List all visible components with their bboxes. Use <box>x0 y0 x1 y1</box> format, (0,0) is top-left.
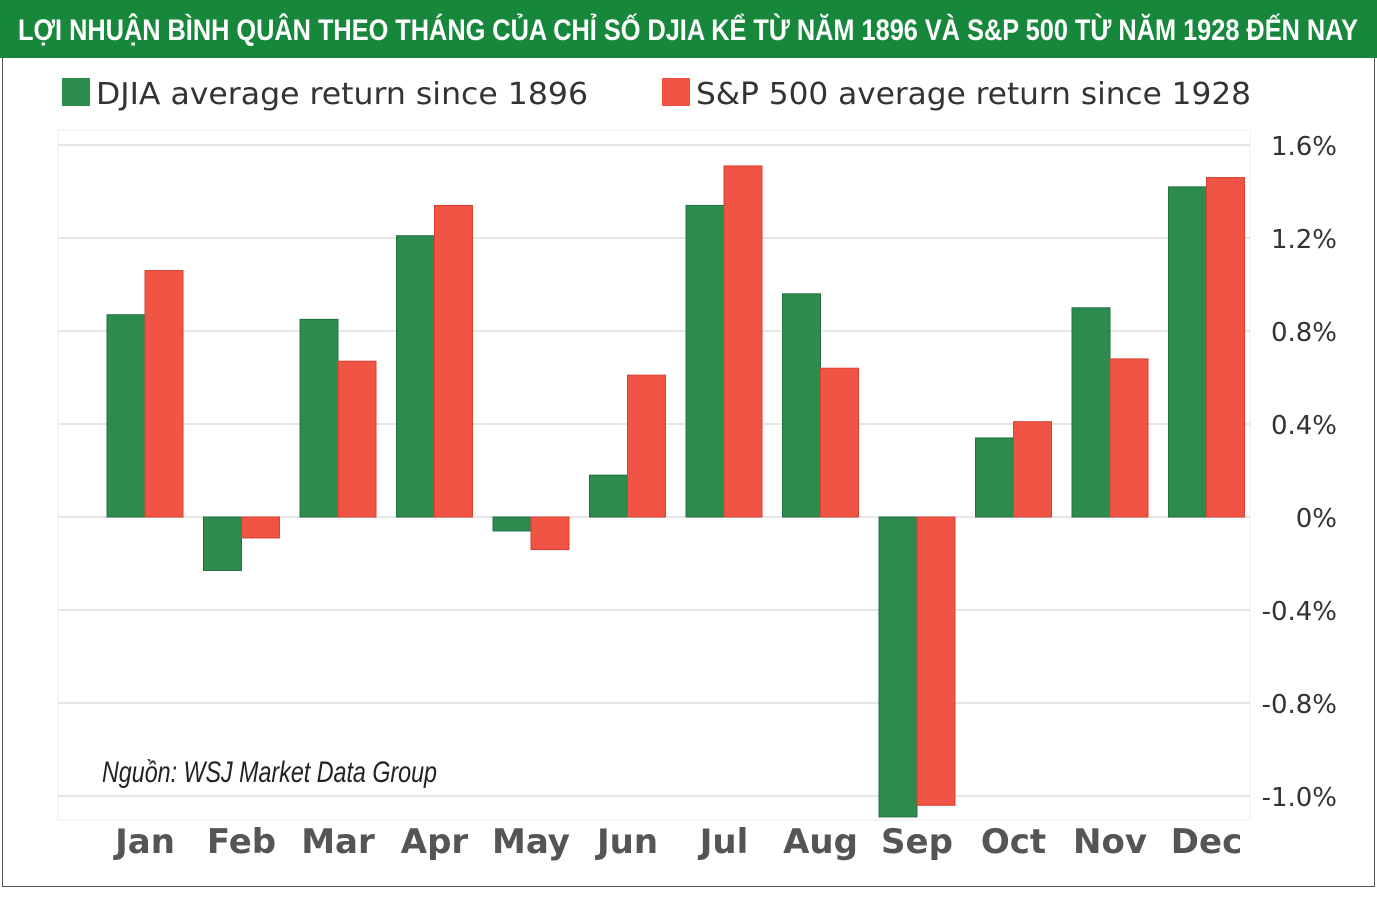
y-tick-label: 1.2% <box>1271 225 1337 255</box>
bar-sp500-nov <box>1109 358 1149 518</box>
x-tick-label: Dec <box>1171 822 1242 862</box>
bar-djia-feb <box>203 516 242 571</box>
x-tick-label: Mar <box>301 822 375 862</box>
x-tick-label: Jun <box>595 822 658 862</box>
bar-sp500-dec <box>1206 177 1245 518</box>
x-tick-label: Aug <box>783 822 858 862</box>
bar-sp500-jan <box>144 270 184 518</box>
bar-djia-oct <box>975 437 1014 518</box>
bar-djia-mar <box>299 318 339 518</box>
y-tick-label: 0.4% <box>1271 411 1337 441</box>
bar-djia-nov <box>1071 307 1111 518</box>
legend-swatch <box>62 78 90 106</box>
y-tick-label: -0.4% <box>1262 597 1337 627</box>
x-tick-label: Apr <box>401 822 469 862</box>
bar-sp500-oct <box>1013 421 1052 518</box>
bar-sp500-aug <box>820 367 859 518</box>
x-tick-label: Jul <box>698 822 749 862</box>
plot-area <box>57 129 1251 821</box>
bar-sp500-jun <box>627 374 666 518</box>
bar-djia-aug <box>782 293 821 518</box>
source-note: Nguồn: WSJ Market Data Group <box>102 756 437 789</box>
bar-djia-dec <box>1168 186 1207 518</box>
bar-sp500-sep <box>916 516 956 806</box>
bar-djia-jun <box>589 474 628 518</box>
bar-sp500-mar <box>337 360 377 518</box>
bar-sp500-feb <box>241 516 280 539</box>
bar-djia-jan <box>106 314 146 518</box>
bar-sp500-may <box>530 516 570 551</box>
legend-swatch <box>662 78 690 106</box>
y-tick-label: 0.8% <box>1271 318 1337 348</box>
x-tick-label: Nov <box>1073 822 1147 862</box>
y-tick-label: -0.8% <box>1262 690 1337 720</box>
y-tick-label: 1.6% <box>1271 132 1337 162</box>
bar-djia-sep <box>878 516 918 818</box>
legend-label: DJIA average return since 1896 <box>96 77 588 112</box>
bar-sp500-jul <box>723 165 763 518</box>
x-tick-label: Feb <box>207 822 276 862</box>
bar-djia-may <box>492 516 532 532</box>
legend-label: S&P 500 average return since 1928 <box>696 77 1251 112</box>
bar-sp500-apr <box>434 204 473 518</box>
chart-frame <box>2 58 1375 887</box>
y-tick-label: -1.0% <box>1262 783 1337 813</box>
x-tick-label: Jan <box>113 822 175 862</box>
x-tick-label: May <box>492 822 570 862</box>
bar-djia-apr <box>396 235 435 518</box>
chart-title: LỢI NHUẬN BÌNH QUÂN THEO THÁNG CỦA CHỈ S… <box>18 13 1358 47</box>
x-tick-label: Sep <box>881 822 953 862</box>
bar-djia-jul <box>685 204 725 518</box>
y-tick-label: 0% <box>1296 504 1337 534</box>
x-tick-label: Oct <box>981 822 1046 862</box>
title-bar <box>0 0 1377 58</box>
